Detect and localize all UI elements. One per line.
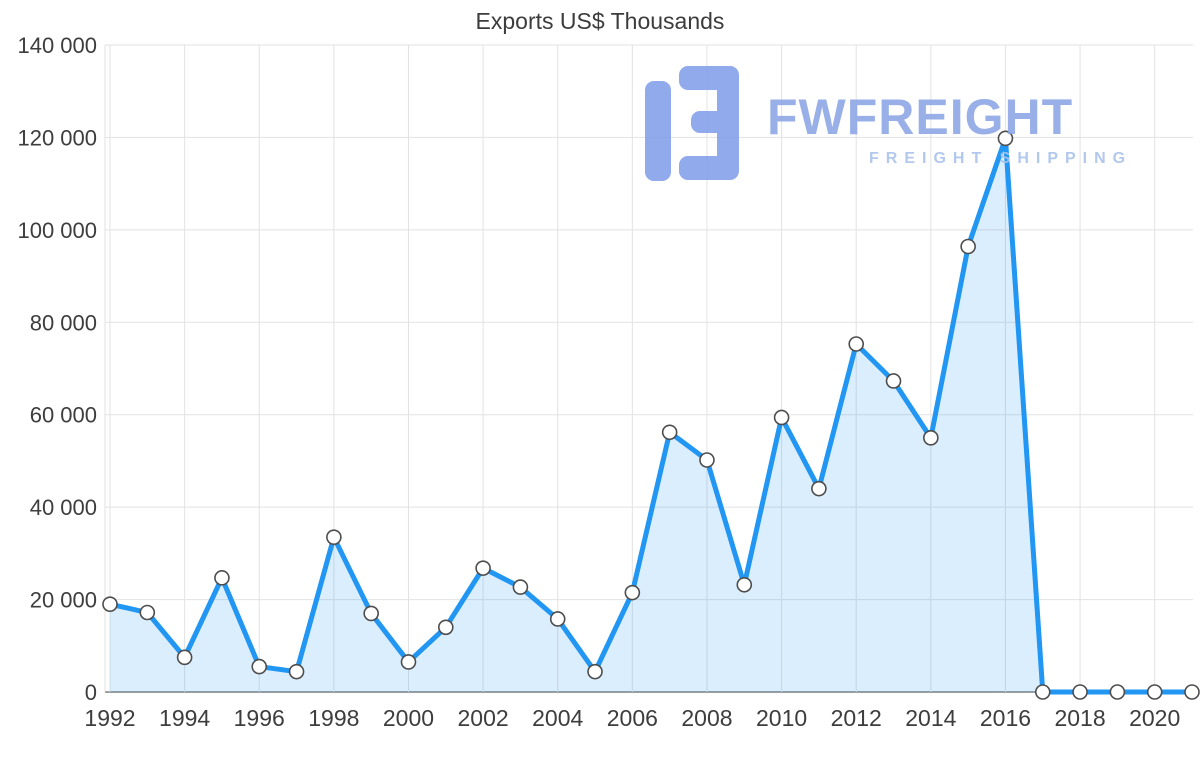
y-tick-label: 60 000 [30, 403, 97, 428]
data-point-marker [176, 649, 193, 666]
data-point-marker [923, 430, 939, 446]
x-tick-label: 2004 [532, 705, 583, 731]
data-point-marker [326, 529, 342, 545]
data-point-marker [475, 560, 491, 576]
data-point-marker [363, 605, 379, 622]
data-point-marker [736, 576, 753, 593]
data-point-marker [587, 663, 603, 680]
x-tick-label: 1996 [234, 705, 285, 731]
data-point-marker [661, 424, 678, 441]
data-point-marker [214, 570, 230, 586]
y-tick-label: 80 000 [30, 310, 97, 335]
data-point-marker [624, 584, 641, 601]
y-tick-label: 140 000 [17, 33, 97, 58]
data-point-marker [811, 480, 827, 497]
data-point-marker [102, 596, 118, 612]
x-tick-label: 1998 [308, 705, 359, 731]
y-tick-label: 0 [85, 680, 97, 705]
data-point-marker [1034, 684, 1051, 700]
data-point-marker [1146, 684, 1163, 700]
data-point-marker [848, 336, 865, 352]
x-tick-label: 2016 [980, 705, 1031, 731]
data-point-marker [288, 663, 305, 680]
data-point-marker [400, 654, 417, 670]
data-point-marker [512, 579, 529, 595]
x-tick-label: 2002 [458, 705, 509, 731]
x-tick-label: 2012 [831, 705, 882, 731]
data-point-marker [139, 604, 156, 621]
data-point-marker [773, 409, 790, 426]
data-point-marker [997, 130, 1014, 147]
y-tick-label: 40 000 [30, 495, 97, 520]
x-tick-label: 1992 [84, 705, 135, 731]
data-point-marker [437, 619, 454, 636]
y-tick-label: 100 000 [17, 218, 97, 243]
series-area [110, 138, 1192, 693]
x-tick-label: 2006 [607, 705, 658, 731]
x-tick-label: 1994 [159, 705, 210, 731]
data-point-marker [1072, 684, 1088, 700]
chart-title: Exports US$ Thousands [475, 8, 725, 34]
data-point-marker [549, 611, 566, 627]
x-tick-label: 2020 [1129, 705, 1180, 731]
x-tick-label: 2010 [756, 705, 807, 731]
x-tick-label: 2018 [1054, 705, 1105, 731]
data-point-marker [251, 658, 268, 675]
x-tick-label: 2008 [681, 705, 732, 731]
data-point-marker [699, 452, 715, 468]
data-point-marker [885, 373, 902, 389]
data-point-marker [1109, 684, 1126, 700]
x-tick-label: 2014 [905, 705, 956, 731]
x-tick-label: 2000 [383, 705, 434, 731]
y-tick-label: 120 000 [17, 125, 97, 150]
data-point-marker [1184, 684, 1200, 700]
y-tick-label: 20 000 [30, 588, 97, 613]
data-point-marker [960, 238, 976, 255]
